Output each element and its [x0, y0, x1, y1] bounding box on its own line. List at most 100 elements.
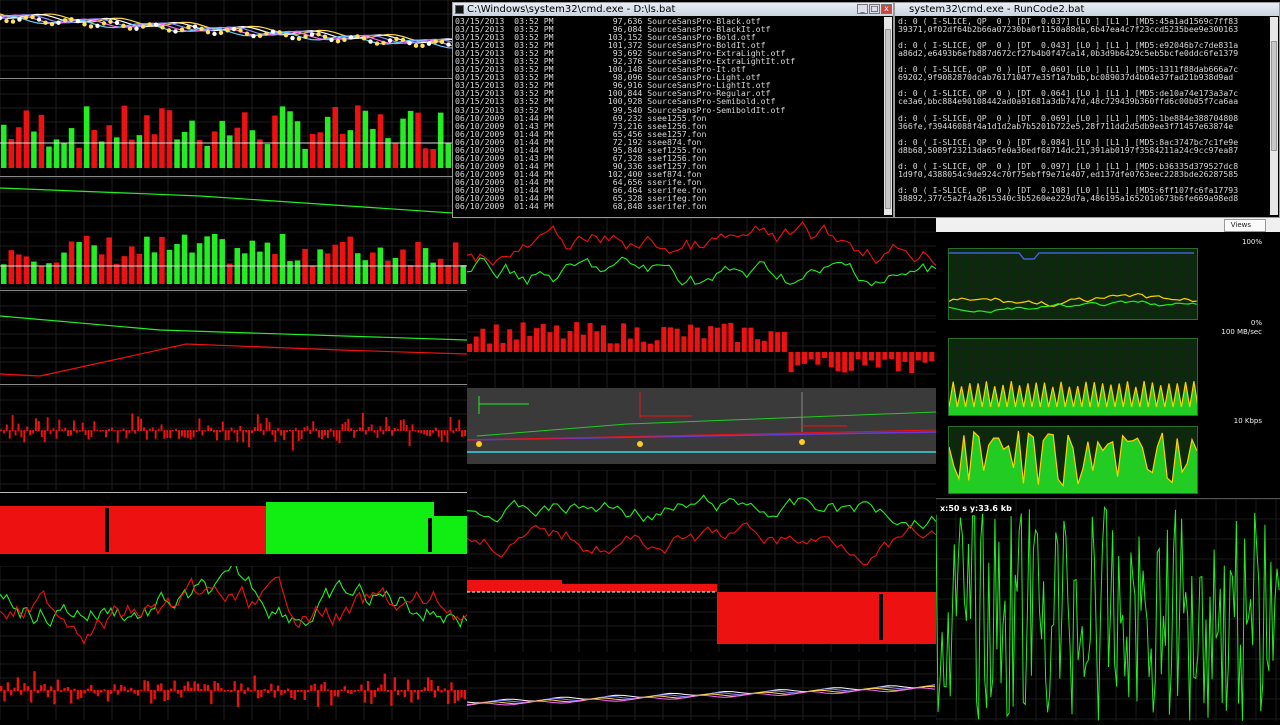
- histogram-bar: [218, 430, 221, 433]
- histogram-bar: [119, 430, 122, 432]
- histogram-bar: [388, 426, 391, 431]
- title-bar[interactable]: system32\cmd.exe - RunCode2.bat: [895, 3, 1279, 16]
- histogram-bar: [196, 683, 200, 691]
- histogram-bar: [437, 430, 440, 437]
- divider: [0, 78, 452, 79]
- vertical-scrollbar[interactable]: [884, 17, 892, 215]
- histogram-bar: [580, 334, 586, 352]
- volume-bar-down: [196, 139, 203, 168]
- histogram-bar: [376, 687, 380, 691]
- histogram-bar: [80, 690, 83, 698]
- console-output[interactable]: 03/15/2013 03:52 PM 97,636 SourceSansPro…: [454, 17, 883, 215]
- histogram-bar: [270, 683, 273, 691]
- histogram-panel-3: [467, 318, 936, 388]
- histogram-bar: [224, 430, 227, 441]
- histogram-bar: [467, 343, 472, 352]
- histogram-bar: [151, 427, 154, 431]
- console-line: 03/15/2013 03:52 PM 100,148 SourceSansPr…: [455, 64, 746, 75]
- cursor-readout: x:50 s y:33.6 kb: [939, 503, 1013, 514]
- histogram-bar: [735, 341, 740, 352]
- volume-bars-panel-1: [0, 80, 452, 180]
- volume-bar-down: [98, 254, 105, 284]
- volume-bar-down: [400, 249, 406, 284]
- console-output[interactable]: d: 0 ( I-SLICE, QP 0 ) [DT 0.037] [L0 ] …: [897, 17, 1269, 215]
- histogram-bar: [276, 685, 280, 691]
- histogram-bar: [440, 690, 443, 693]
- histogram-bar: [140, 689, 143, 691]
- histogram-bar: [464, 430, 466, 437]
- ribbon-point: [309, 32, 315, 37]
- volume-bar-up: [181, 131, 188, 168]
- minimize-icon[interactable]: _: [857, 4, 868, 14]
- histogram-bar: [728, 322, 734, 352]
- histogram-bar: [411, 424, 414, 431]
- average-line-green: [0, 315, 467, 341]
- vertical-scrollbar[interactable]: [1270, 17, 1278, 215]
- scrollbar-thumb[interactable]: [1271, 41, 1277, 151]
- histogram-bar: [390, 690, 393, 706]
- histogram-bar: [296, 690, 300, 692]
- state-blocks-chart-1: [0, 502, 467, 554]
- histogram-bar: [359, 427, 361, 431]
- histogram-bar: [694, 327, 700, 352]
- volume-bar-down: [38, 265, 45, 284]
- histogram-bar: [396, 428, 399, 431]
- console-line: 06/10/2009 01:44 PM 66,464 sserifee.fon: [455, 184, 707, 195]
- histogram-bar: [33, 671, 36, 691]
- volume-bar-up: [385, 138, 391, 168]
- title-bar[interactable]: C:\Windows\system32\cmd.exe - D:\ls.bat …: [453, 3, 893, 16]
- histogram-bar: [273, 690, 276, 698]
- histogram-bar: [463, 690, 466, 700]
- volume-bar-up: [430, 262, 436, 284]
- cmd-window-ls[interactable]: C:\Windows\system32\cmd.exe - D:\ls.bat …: [452, 2, 894, 218]
- histogram-bar: [78, 430, 81, 432]
- views-dropdown[interactable]: Views: [1223, 219, 1266, 232]
- ribbon-point: [166, 28, 172, 33]
- histogram-bar: [55, 430, 58, 439]
- histogram-bar: [416, 690, 420, 700]
- histogram-bar: [668, 327, 673, 352]
- maximize-icon[interactable]: □: [869, 4, 880, 14]
- cpu-graph: [948, 248, 1198, 320]
- histogram-bar: [133, 690, 136, 694]
- divider: [0, 176, 467, 177]
- moving-average-chart: [0, 292, 467, 384]
- histogram-bar: [123, 686, 126, 691]
- histogram-bar: [414, 430, 417, 432]
- histogram-bar: [83, 690, 86, 694]
- histogram-bar: [99, 430, 102, 432]
- scrollbar-thumb[interactable]: [885, 29, 891, 209]
- oscillator-panel-1: [0, 566, 467, 650]
- histogram-bar: [53, 690, 56, 705]
- histogram-bar: [262, 430, 265, 436]
- histogram-bar: [674, 328, 680, 352]
- ribbon-point: [283, 33, 289, 38]
- ribbon-point: [264, 31, 269, 36]
- histogram-bar: [134, 430, 137, 434]
- histogram-bar: [265, 417, 268, 431]
- ribbon-point: [277, 30, 282, 35]
- histogram-bar: [143, 427, 145, 431]
- histogram-bar: [163, 430, 166, 439]
- volume-bar-up: [211, 233, 218, 284]
- console-line: 06/10/2009 01:44 PM 95,840 ssef1255.fon: [455, 144, 707, 155]
- histogram-bar: [84, 430, 87, 435]
- histogram-bar: [350, 690, 353, 695]
- volume-bar-up: [114, 137, 120, 168]
- histogram-bar: [329, 428, 332, 431]
- histogram-bar: [315, 428, 318, 431]
- histogram-bar: [223, 690, 226, 692]
- histogram-bar: [280, 430, 283, 436]
- histogram-bar: [420, 690, 423, 692]
- histogram-bar: [283, 690, 286, 694]
- histogram-bar: [842, 352, 848, 373]
- console-line: d: 0 ( I-SLICE, QP 0 ) [DT 0.064] [L0 ] …: [898, 88, 1239, 99]
- histogram-bar: [180, 430, 183, 437]
- volume-bar-up: [61, 252, 67, 284]
- histogram-bar: [156, 684, 160, 691]
- histogram-bar: [423, 687, 426, 691]
- console-line: 03/15/2013 03:52 PM 96,916 SourceSansPro…: [455, 80, 771, 91]
- cmd-window-runcode[interactable]: system32\cmd.exe - RunCode2.bat d: 0 ( I…: [894, 2, 1280, 218]
- close-icon[interactable]: x: [881, 4, 892, 14]
- oscillator-line-green: [467, 256, 936, 287]
